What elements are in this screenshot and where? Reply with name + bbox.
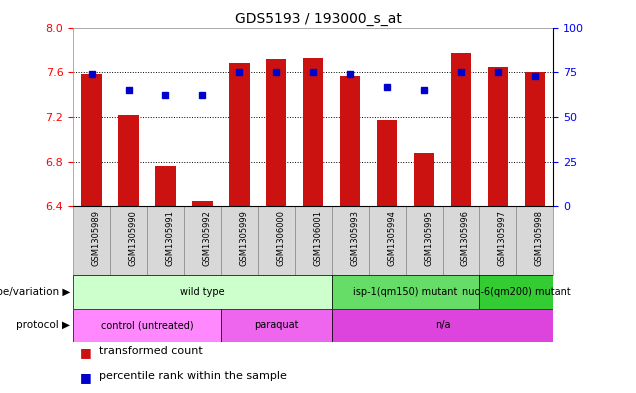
Bar [294,206,332,275]
Bar [81,74,102,206]
Text: ■: ■ [80,346,95,359]
Bar [516,206,553,275]
Text: GSM1305994: GSM1305994 [387,210,396,266]
Text: control (untreated): control (untreated) [100,320,193,330]
Text: GSM1305991: GSM1305991 [165,210,174,266]
Bar [443,206,480,275]
Bar [221,206,258,275]
Text: nuo-6(qm200) mutant: nuo-6(qm200) mutant [462,287,570,297]
Bar [73,206,110,275]
Bar [118,115,139,206]
Bar [525,72,545,206]
Bar [377,120,398,206]
Bar [369,206,406,275]
Text: GSM1305993: GSM1305993 [350,210,359,266]
Text: GSM1305998: GSM1305998 [535,210,544,266]
Bar [451,53,471,206]
Bar [332,206,369,275]
Text: n/a: n/a [435,320,450,330]
Bar [488,67,508,206]
Text: genotype/variation ▶: genotype/variation ▶ [0,287,70,297]
Text: GSM1306000: GSM1306000 [276,210,286,266]
Bar [332,309,553,342]
Text: GSM1306001: GSM1306001 [314,210,322,266]
Bar [480,275,553,309]
Text: GSM1305989: GSM1305989 [92,210,100,266]
Bar [303,58,323,206]
Bar [406,206,443,275]
Bar [229,63,249,206]
Text: GSM1305999: GSM1305999 [239,210,248,266]
Bar [414,152,434,206]
Text: GSM1305990: GSM1305990 [128,210,137,266]
Bar [221,309,332,342]
Text: ■: ■ [80,371,95,384]
Text: GSM1305996: GSM1305996 [461,210,470,266]
Bar [332,275,480,309]
Text: wild type: wild type [180,287,225,297]
Text: transformed count: transformed count [99,346,202,356]
Text: isp-1(qm150) mutant: isp-1(qm150) mutant [354,287,458,297]
Text: percentile rank within the sample: percentile rank within the sample [99,371,286,381]
Bar [73,309,221,342]
Bar [73,275,332,309]
Text: GDS5193 / 193000_s_at: GDS5193 / 193000_s_at [235,12,401,26]
Bar [184,206,221,275]
Text: protocol ▶: protocol ▶ [16,320,70,330]
Bar [266,59,286,206]
Text: paraquat: paraquat [254,320,298,330]
Text: GSM1305995: GSM1305995 [424,210,433,266]
Bar [192,201,212,206]
Bar [340,75,361,206]
Text: GSM1305997: GSM1305997 [498,210,507,266]
Bar [110,206,147,275]
Bar [155,166,176,206]
Text: GSM1305992: GSM1305992 [202,210,211,266]
Bar [258,206,294,275]
Bar [480,206,516,275]
Bar [147,206,184,275]
